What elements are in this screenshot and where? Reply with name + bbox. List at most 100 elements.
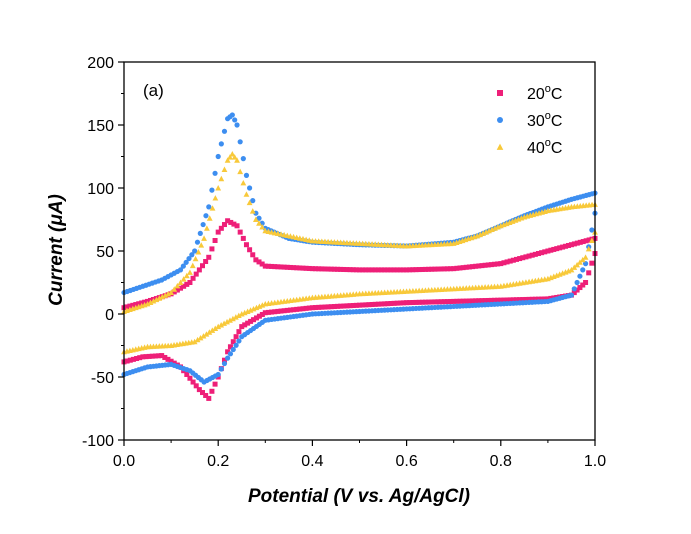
data-point [269, 309, 275, 315]
data-point [432, 266, 438, 272]
data-point [517, 297, 523, 303]
data-point [444, 299, 450, 305]
data-point [331, 304, 337, 310]
data-point [234, 157, 240, 163]
data-point [183, 259, 189, 265]
data-point [571, 290, 577, 296]
data-point [159, 353, 165, 359]
data-point [203, 331, 210, 337]
y-tick-label: -50 [91, 370, 114, 387]
data-point [328, 266, 334, 272]
data-point [438, 299, 444, 305]
data-point [171, 289, 177, 295]
data-point [218, 175, 225, 182]
data-point [230, 346, 236, 353]
y-tick-label: 50 [96, 244, 114, 261]
data-point [275, 264, 281, 270]
data-point [181, 283, 187, 289]
data-point [180, 263, 186, 269]
x-tick-label: 1.0 [584, 453, 606, 470]
data-point [492, 297, 498, 303]
data-point [514, 297, 519, 303]
data-point [183, 272, 190, 279]
data-point [130, 302, 136, 308]
data-point [239, 334, 245, 340]
data-point [466, 298, 472, 304]
data-point [231, 221, 237, 227]
data-point [194, 239, 201, 245]
data-point [156, 353, 162, 359]
data-point [457, 298, 463, 304]
y-axis-title: Current (μA) [46, 194, 67, 306]
data-point [382, 301, 388, 307]
data-point [127, 303, 133, 309]
data-point [470, 298, 476, 304]
data-point [316, 304, 322, 310]
data-point [130, 356, 136, 362]
data-point [203, 225, 210, 231]
data-point [212, 381, 218, 387]
data-point [385, 301, 391, 307]
data-point [529, 296, 535, 302]
data-point [532, 296, 538, 302]
data-point [206, 215, 213, 221]
data-point [397, 300, 403, 306]
data-point [563, 243, 569, 249]
data-point [269, 263, 275, 269]
data-point [495, 261, 501, 267]
data-point [206, 204, 212, 210]
data-point [435, 299, 441, 305]
data-point [535, 296, 541, 302]
data-point [344, 267, 350, 273]
data-point [236, 338, 242, 344]
data-point [184, 281, 190, 287]
data-point [498, 297, 504, 303]
data-point [247, 185, 253, 191]
data-point [284, 264, 290, 270]
data-point [501, 297, 507, 303]
data-point [451, 298, 457, 304]
data-point [227, 317, 233, 323]
data-point [197, 334, 204, 341]
data-point [589, 260, 595, 266]
data-point [187, 280, 193, 285]
data-point [234, 122, 240, 128]
data-point [291, 265, 297, 271]
data-point [369, 267, 375, 273]
data-point [523, 254, 529, 260]
data-point [495, 297, 501, 303]
data-point [206, 395, 212, 401]
data-point [300, 306, 306, 312]
legend-item: 20oC [497, 83, 562, 103]
data-point [237, 139, 243, 145]
data-point [588, 237, 595, 243]
data-point [243, 191, 250, 197]
data-point [571, 286, 577, 292]
data-point [574, 279, 580, 286]
data-point [218, 225, 224, 231]
data-point [539, 250, 545, 256]
data-point [200, 390, 205, 396]
data-point [313, 305, 319, 311]
data-point [319, 304, 325, 310]
data-point [574, 287, 580, 293]
data-point [278, 308, 284, 314]
data-point [306, 305, 312, 311]
data-point [153, 296, 160, 303]
data-point [470, 264, 476, 270]
data-point [579, 256, 586, 263]
data-point [259, 311, 265, 317]
data-point [441, 299, 447, 305]
data-point [526, 253, 532, 259]
data-point [134, 356, 140, 362]
data-point [303, 305, 309, 311]
data-point [571, 264, 578, 270]
data-point [209, 246, 215, 252]
data-point [218, 366, 224, 372]
data-point [498, 261, 504, 267]
data-point [369, 302, 375, 308]
data-point [215, 323, 222, 330]
data-point [168, 358, 174, 364]
data-point [249, 208, 256, 214]
data-point [253, 257, 259, 263]
